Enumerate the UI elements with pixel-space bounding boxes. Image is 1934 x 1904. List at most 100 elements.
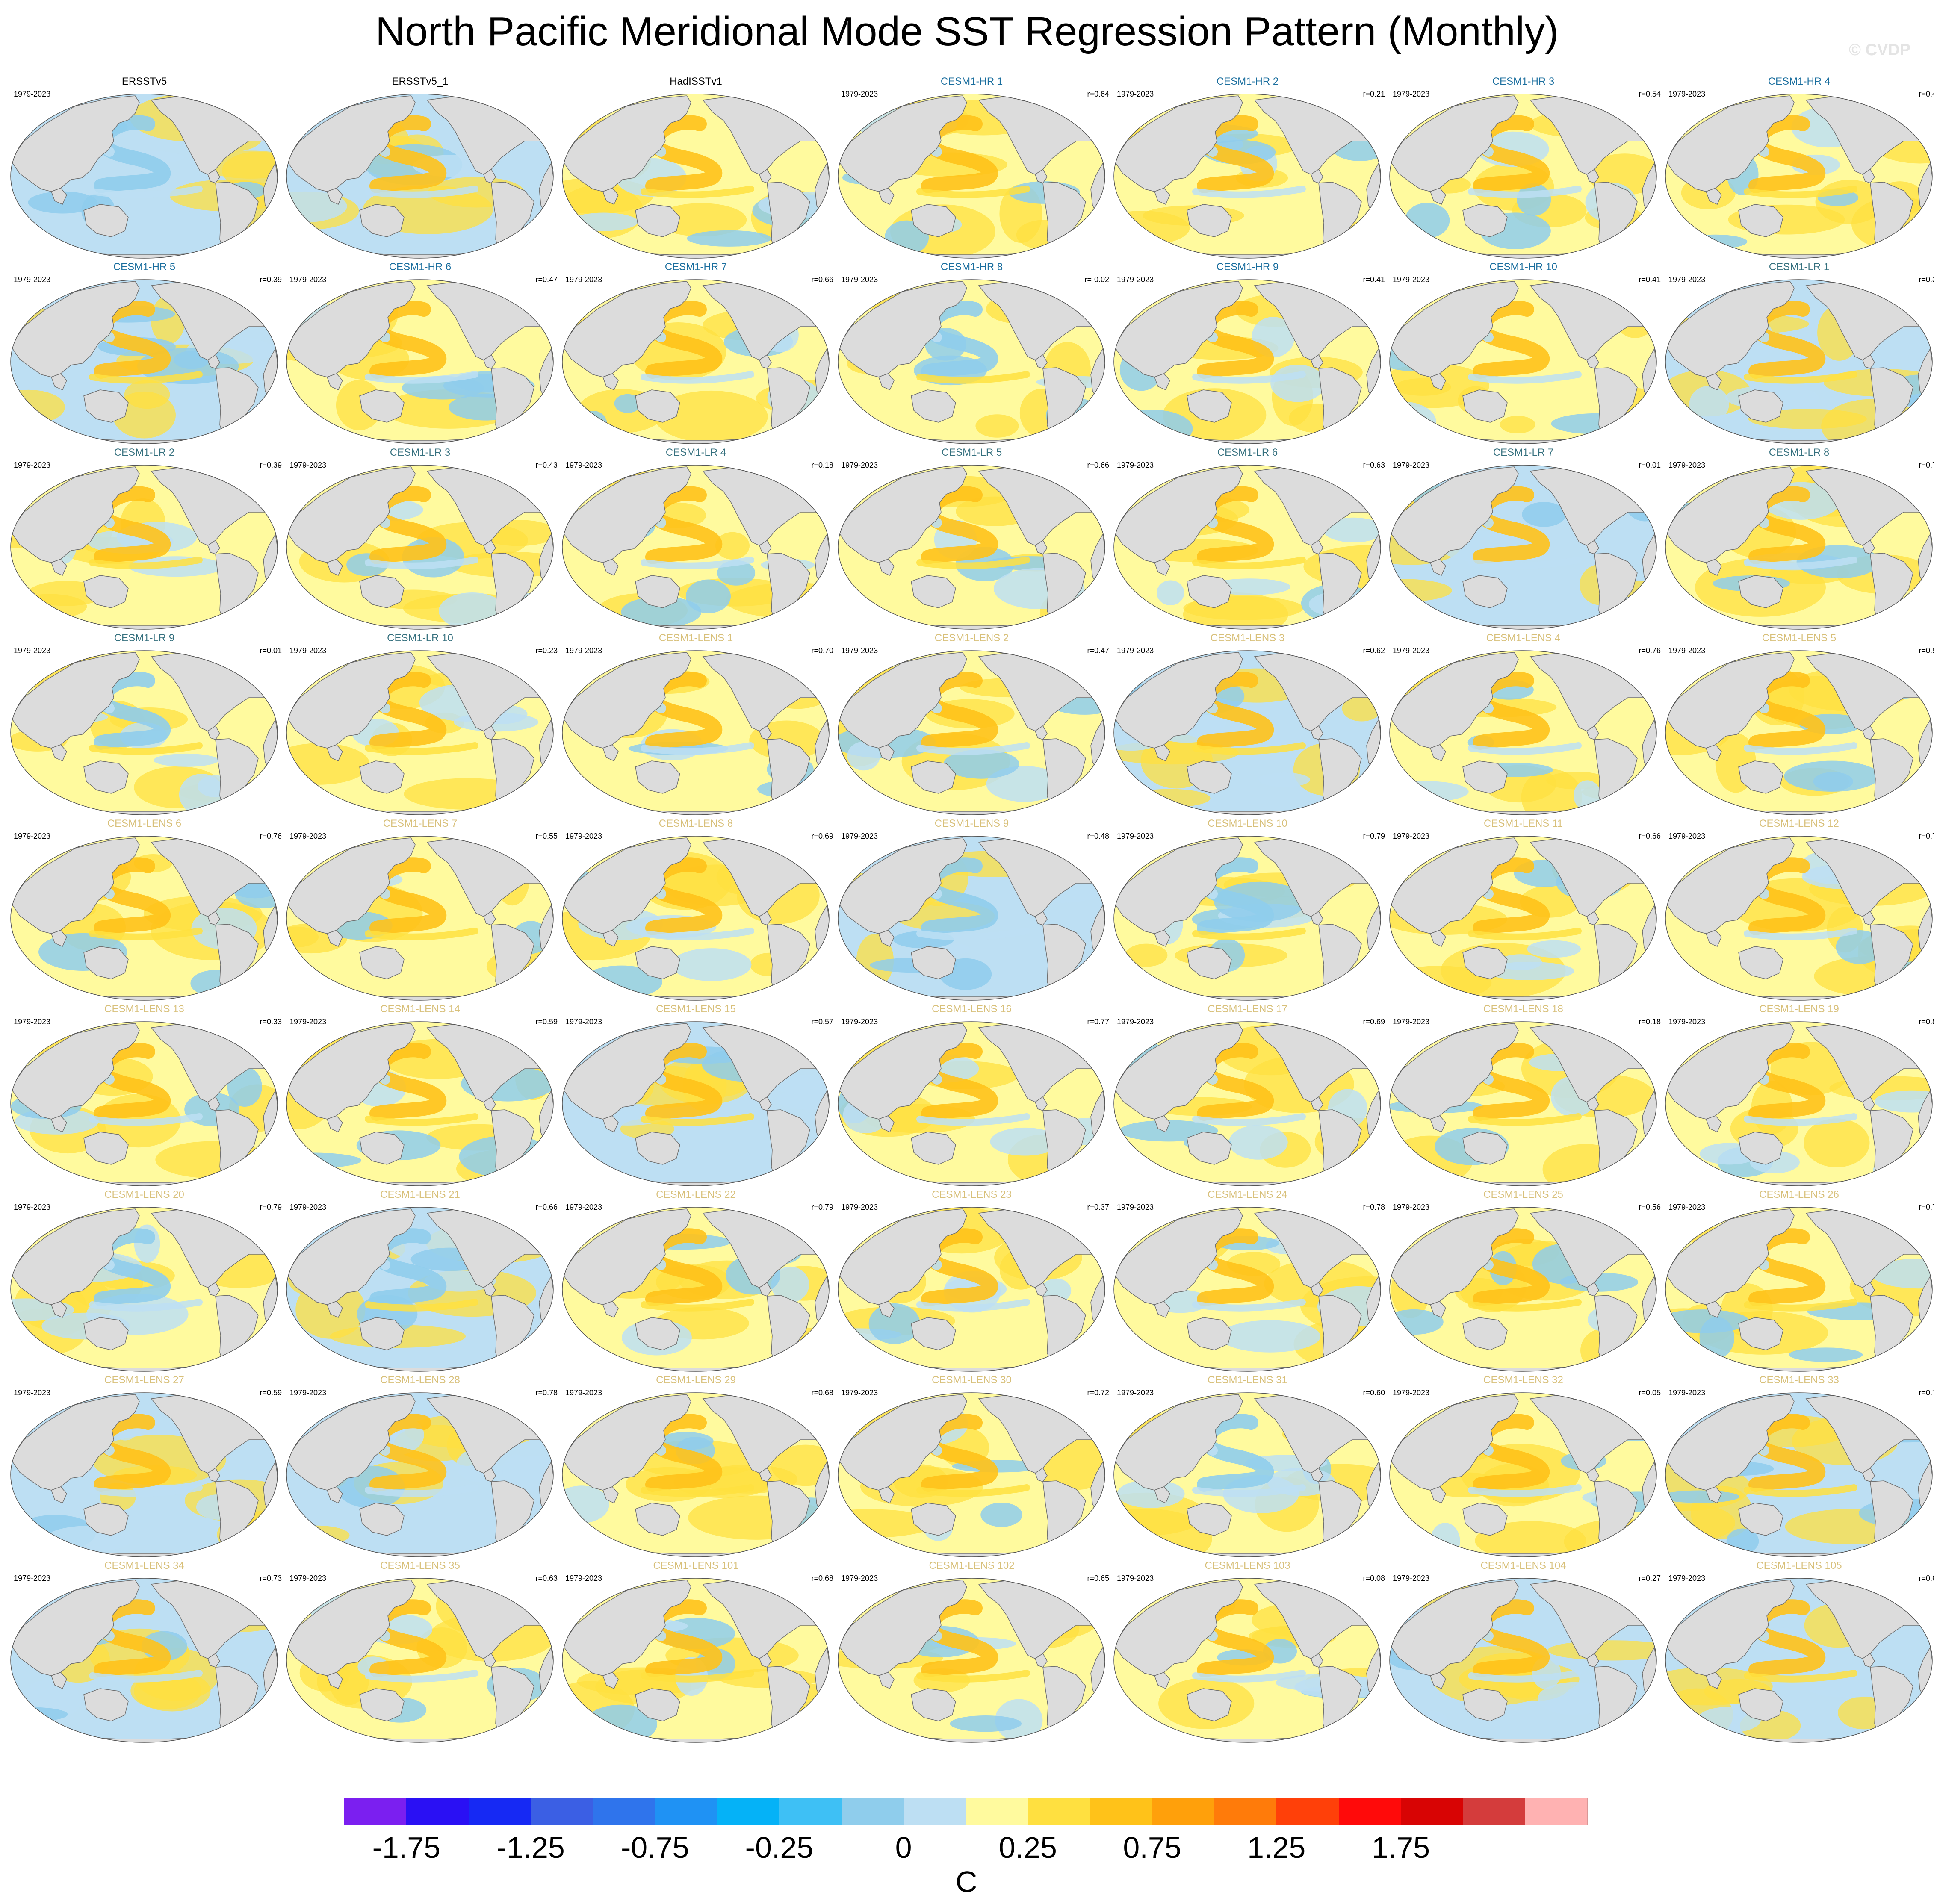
panel-years: 1979-2023: [289, 1203, 327, 1211]
panel-title: CESM1-LENS 31: [1208, 1374, 1287, 1386]
colorbar-box: [841, 1798, 904, 1825]
panel-title: CESM1-LR 3: [390, 447, 451, 458]
sst-map: [1662, 1203, 1934, 1376]
panel-pattern-correlation: r=0.65: [1087, 1574, 1109, 1583]
map-panel: CESM1-LENS 31 1979-2023 r=0.60: [1110, 1374, 1385, 1561]
panel-years: 1979-2023: [1393, 461, 1430, 469]
sst-map: [834, 646, 1109, 819]
colorbar-box: [1276, 1798, 1339, 1825]
panel-years: 1979-2023: [289, 646, 327, 655]
sst-map: [1386, 1017, 1661, 1190]
sst-map: [1110, 832, 1385, 1005]
colorbar-box: [1338, 1798, 1401, 1825]
panel-years: 1979-2023: [841, 461, 878, 469]
sst-map: [558, 1574, 833, 1747]
map-panel: CESM1-LENS 33 1979-2023 r=0.7: [1662, 1374, 1934, 1561]
panel-title: CESM1-LENS 103: [1205, 1560, 1290, 1571]
sst-map: [1662, 461, 1934, 634]
colorbar-box: [1463, 1798, 1526, 1825]
panel-years: 1979-2023: [1668, 1574, 1706, 1583]
panel-years: 1979-2023: [1117, 275, 1154, 284]
panel-pattern-correlation: r=0.79: [1363, 832, 1385, 840]
panel-pattern-correlation: r=0.01: [1639, 461, 1661, 469]
panel-title: HadISSTv1: [670, 76, 722, 87]
sst-map: [7, 1017, 282, 1190]
panel-years: 1979-2023: [841, 1203, 878, 1211]
panel-title: CESM1-LENS 7: [383, 818, 458, 829]
panel-pattern-correlation: r=0.7: [1919, 832, 1934, 840]
panel-pattern-correlation: r=0.66: [1087, 461, 1109, 469]
sst-map: [7, 832, 282, 1005]
panel-pattern-correlation: r=0.68: [811, 1574, 833, 1583]
panel-years: 1979-2023: [1393, 90, 1430, 98]
panel-title: CESM1-HR 10: [1489, 261, 1557, 273]
panel-years: 1979-2023: [14, 1017, 51, 1026]
sst-map: [558, 1017, 833, 1190]
sst-map: [283, 646, 558, 819]
panel-title: CESM1-HR 2: [1216, 76, 1279, 87]
sst-map: [1386, 90, 1661, 262]
panel-title: ERSSTv5_1: [392, 76, 449, 87]
map-panel: CESM1-LENS 17 1979-2023 r=0.69: [1110, 1003, 1385, 1190]
map-panel: CESM1-LENS 8 1979-2023 r=0.69: [558, 817, 833, 1005]
colorbar-box: [344, 1798, 407, 1825]
panel-pattern-correlation: r=0.72: [1087, 1388, 1109, 1397]
panel-title: CESM1-HR 6: [389, 261, 452, 273]
panel-years: 1979-2023: [1668, 832, 1706, 840]
panel-pattern-correlation: r=0.76: [260, 832, 282, 840]
panel-pattern-correlation: r=0.8: [1919, 1017, 1934, 1026]
panel-years: 1979-2023: [1393, 1017, 1430, 1026]
colorbar-box: [1028, 1798, 1091, 1825]
sst-map: [283, 832, 558, 1005]
panel-pattern-correlation: r=0.78: [1363, 1203, 1385, 1211]
map-panel: CESM1-LENS 9 1979-2023 r=0.48: [834, 817, 1109, 1005]
colorbar-tick-label: 0.25: [998, 1831, 1057, 1864]
panel-years: 1979-2023: [14, 646, 51, 655]
panel-grid: ERSSTv5 1979-2023 ERSSTv5_1 HadISSTv1 CESM1-…: [7, 75, 1934, 1747]
panel-years: 1979-2023: [14, 90, 51, 98]
panel-title: CESM1-LENS 105: [1756, 1560, 1842, 1571]
panel-pattern-correlation: r=0.63: [1363, 461, 1385, 469]
map-panel: CESM1-LENS 26 1979-2023 r=0.7: [1662, 1188, 1934, 1376]
panel-pattern-correlation: r=0.18: [1639, 1017, 1661, 1026]
colorbar-tick-label: 0: [895, 1831, 912, 1864]
panel-title: CESM1-LENS 13: [104, 1003, 184, 1015]
sst-map: [558, 275, 833, 448]
colorbar-unit: C: [955, 1865, 977, 1898]
panel-title: CESM1-LR 7: [1493, 447, 1554, 458]
panel-title: CESM1-LENS 22: [656, 1189, 736, 1200]
sst-map: [1110, 1203, 1385, 1376]
sst-map: [283, 1017, 558, 1190]
sst-map: [1110, 1388, 1385, 1561]
map-panel: CESM1-LENS 14 1979-2023 r=0.59: [283, 1003, 558, 1190]
map-panel: CESM1-HR 1 1979-2023 r=0.64: [834, 75, 1109, 262]
sst-map: [834, 1017, 1109, 1190]
sst-map: [558, 1388, 833, 1561]
panel-title: CESM1-LENS 20: [104, 1189, 184, 1200]
panel-title: CESM1-HR 8: [940, 261, 1003, 273]
panel-years: 1979-2023: [841, 1017, 878, 1026]
panel-pattern-correlation: r=0.54: [1639, 90, 1661, 98]
sst-map: [283, 461, 558, 634]
map-panel: CESM1-LENS 32 1979-2023 r=0.05: [1386, 1374, 1661, 1561]
map-panel: CESM1-LENS 6 1979-2023 r=0.76: [7, 817, 282, 1005]
panel-pattern-correlation: r=0.18: [811, 461, 833, 469]
panel-title: CESM1-HR 1: [940, 76, 1003, 87]
map-panel: CESM1-LENS 104 1979-2023 r=0.27: [1386, 1559, 1661, 1747]
colorbar-tick-label: 1.75: [1371, 1831, 1430, 1864]
panel-years: 1979-2023: [1117, 1017, 1154, 1026]
panel-pattern-correlation: r=0.4: [1919, 90, 1934, 98]
map-panel: CESM1-LR 8 1979-2023 r=0.7: [1662, 446, 1934, 634]
sst-map: [1110, 1574, 1385, 1747]
panel-years: 1979-2023: [1668, 1203, 1706, 1211]
panel-title: CESM1-LENS 104: [1480, 1560, 1566, 1571]
panel-title: CESM1-LENS 35: [380, 1560, 460, 1571]
map-panel: CESM1-LENS 13 1979-2023 r=0.33: [7, 1003, 282, 1190]
map-panel: CESM1-LENS 25 1979-2023 r=0.56: [1386, 1188, 1661, 1376]
map-panel: CESM1-HR 4 1979-2023 r=0.4: [1662, 75, 1934, 262]
panel-pattern-correlation: r=0.66: [535, 1203, 558, 1211]
sst-map: [558, 1203, 833, 1376]
panel-title: CESM1-LENS 15: [656, 1003, 736, 1015]
panel-title: CESM1-LENS 17: [1208, 1003, 1287, 1015]
sst-map: [1662, 1017, 1934, 1190]
